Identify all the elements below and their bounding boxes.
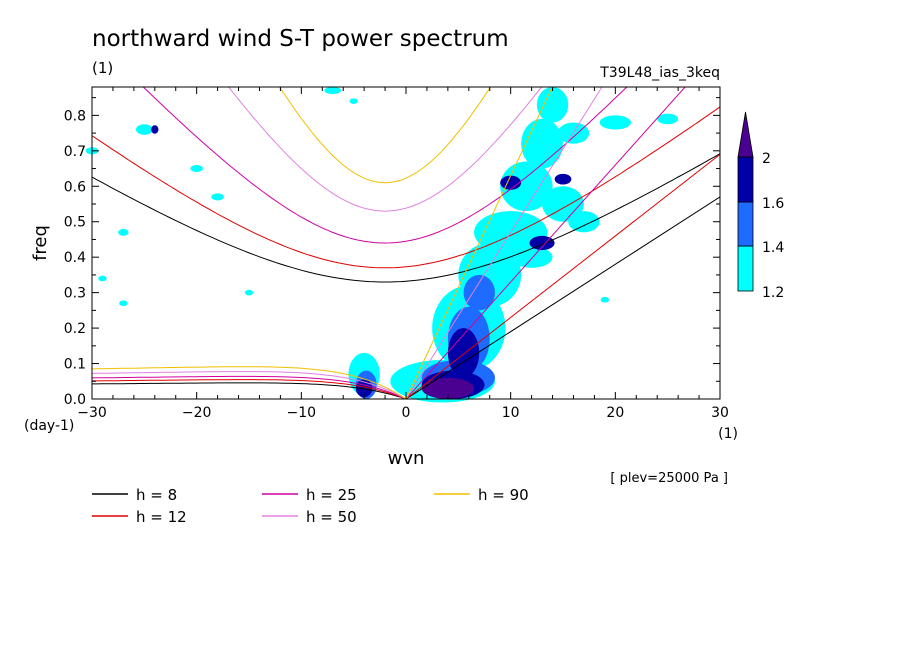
x-axis-label: wvn [388, 448, 425, 469]
axes: −30 −20 −10 0 10 20 30 0.0 0.1 0.2 0.3 0.4 0.5 0.6 0.7… [64, 87, 729, 421]
plot-frame [91, 86, 721, 400]
contour-blob [421, 377, 475, 400]
x-tick-label: −20 [182, 405, 212, 421]
y-tick-label: 0.0 [64, 392, 86, 408]
contour-blob [500, 161, 553, 212]
contour-blob [463, 274, 495, 311]
dispersion-curves [92, 87, 720, 399]
kelvin-line-h25 [405, 87, 686, 399]
kelvin-line-h90 [405, 87, 553, 399]
legend-label: h = 12 [136, 508, 187, 526]
contour-blob [135, 124, 153, 135]
kelvin-line-h8 [405, 196, 720, 399]
contour-blob [568, 211, 600, 233]
contour-blob [118, 228, 129, 236]
contour-blob [447, 328, 480, 378]
contour-blob [554, 173, 572, 185]
colorbar-label: 2 [762, 151, 771, 167]
y-tick-label: 0.5 [64, 215, 86, 231]
legend-label: h = 90 [478, 486, 529, 504]
contour-blob [151, 125, 159, 134]
x-tick-label: 30 [711, 405, 729, 421]
y-axis-label: freq [30, 225, 51, 261]
contour-blob [510, 246, 553, 268]
colorbar-triangle [737, 111, 754, 158]
legend-label: h = 50 [306, 508, 357, 526]
y-tick-label: 0.1 [64, 357, 86, 373]
colorbar-segment [737, 156, 754, 203]
x-tick-label: −10 [287, 405, 317, 421]
x-tick-label: 10 [502, 405, 520, 421]
contour-blob [600, 296, 610, 303]
contour-blob [521, 118, 563, 169]
x-axis-unit: (1) [718, 426, 738, 442]
chart-subtitle-right: T39L48_ias_3keq [599, 65, 720, 81]
contour-blob [119, 300, 128, 307]
annotation-plev: [ plev=25000 Pa ] [610, 471, 728, 486]
legend: h = 8 h = 12 h = 25 h = 50 h = 90 [92, 486, 529, 526]
legend-label: h = 25 [306, 486, 357, 504]
x-tick-label: 20 [606, 405, 624, 421]
contour-blob [536, 87, 569, 123]
power-contours [85, 87, 679, 403]
chart-title: northward wind S-T power spectrum [92, 26, 509, 52]
colorbar-label: 1.6 [762, 196, 784, 212]
mrg-curve-h90 [92, 366, 407, 399]
contour-blob [190, 165, 203, 173]
x-tick-label: −30 [77, 405, 107, 421]
ig-curve-h12 [92, 106, 720, 269]
y-tick-label: 0.2 [64, 321, 86, 337]
mrg-curve-h8 [92, 382, 407, 399]
kelvin-line-h50 [405, 87, 603, 399]
mrg-curve-h50 [92, 371, 407, 399]
contour-blob [98, 275, 107, 282]
mrg-curve-h25 [92, 375, 407, 399]
contour-blob [500, 175, 522, 190]
x-tick-label: 0 [402, 405, 411, 421]
colorbar-segment [737, 245, 754, 292]
y-tick-label: 0.3 [64, 286, 86, 302]
colorbar-label: 1.2 [762, 285, 784, 301]
contour-blob [599, 115, 632, 130]
ig-curve-h25 [142, 87, 628, 244]
contour-blob [244, 289, 254, 296]
contour-blob [324, 87, 342, 95]
ig-curve-h90 [279, 87, 492, 184]
ig-curve-h8 [92, 153, 720, 283]
mrg-curve-h12 [92, 379, 407, 399]
colorbar-segment [737, 201, 754, 247]
contour-blob [542, 186, 584, 222]
y-tick-label: 0.4 [64, 250, 86, 266]
kelvin-line-h12 [405, 153, 720, 399]
y-tick-label: 0.7 [64, 144, 86, 160]
legend-label: h = 8 [136, 486, 177, 504]
contour-blob [349, 98, 358, 105]
chart-subtitle-left: (1) [92, 59, 113, 77]
ig-curve-h50 [228, 87, 543, 212]
y-tick-label: 0.6 [64, 179, 86, 195]
contour-blob [211, 193, 224, 201]
contour-blob [657, 113, 679, 125]
y-axis-unit: (day-1) [24, 418, 74, 434]
colorbar-label: 1.4 [762, 240, 784, 256]
y-tick-label: 0.8 [64, 108, 86, 124]
colorbar: 1.2 1.4 1.6 2 [737, 111, 784, 301]
